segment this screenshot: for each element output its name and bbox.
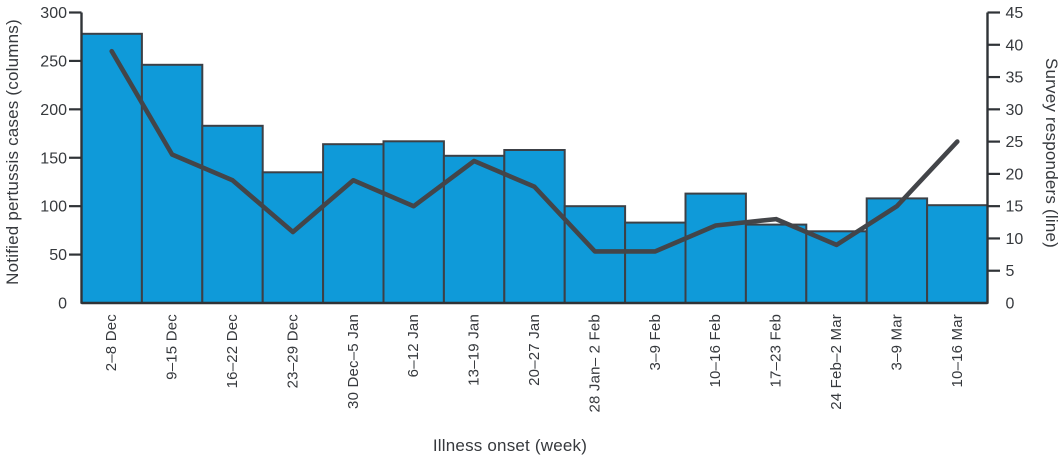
x-tick-label: 6–12 Jan xyxy=(405,314,422,377)
bar xyxy=(442,154,506,304)
right-axis-tick-label: 10 xyxy=(1006,231,1024,248)
x-tick-label: 30 Dec–5 Jan xyxy=(345,314,362,409)
right-axis-tick-label: 45 xyxy=(1006,5,1024,22)
x-tick-label: 16–22 Dec xyxy=(224,314,241,389)
x-tick-label: 10–16 Mar xyxy=(949,314,966,388)
x-tick-label: 13–19 Jan xyxy=(466,314,483,386)
x-tick-label: 28 Jan– 2 Feb xyxy=(586,314,603,413)
left-axis-tick-label: 100 xyxy=(40,199,67,216)
bar xyxy=(865,197,929,304)
left-axis-tick-label: 50 xyxy=(49,247,67,264)
bar xyxy=(80,32,143,305)
x-tick-label: 23–29 Dec xyxy=(284,314,301,389)
bar xyxy=(382,140,445,304)
x-axis-title: Illness onset (week) xyxy=(432,436,588,455)
x-tick-label: 24 Feb–2 Mar xyxy=(828,314,845,410)
right-axis-tick-label: 15 xyxy=(1006,199,1024,216)
bar xyxy=(624,221,687,305)
bar xyxy=(503,149,566,304)
right-axis-tick-label: 0 xyxy=(1006,296,1015,313)
bar xyxy=(926,204,989,304)
right-axis-title: Survey responders (line) xyxy=(1042,58,1061,248)
x-tick-label: 2–8 Dec xyxy=(103,314,120,372)
bar xyxy=(201,124,264,304)
bar xyxy=(140,63,204,304)
x-tick-label: 9–15 Dec xyxy=(164,314,181,380)
x-tick-label: 10–16 Feb xyxy=(707,314,724,388)
x-tick-label: 3–9 Feb xyxy=(647,314,664,370)
bar xyxy=(563,205,627,304)
left-axis-tick-label: 200 xyxy=(40,102,67,119)
left-axis-tick-label: 0 xyxy=(58,296,67,313)
right-axis-tick-label: 35 xyxy=(1006,70,1024,87)
right-axis-tick-label: 40 xyxy=(1006,37,1024,54)
bar xyxy=(805,230,868,304)
left-axis-tick-label: 150 xyxy=(40,150,67,167)
x-tick-label: 3–9 Mar xyxy=(888,314,905,370)
x-tick-label: 17–23 Feb xyxy=(768,314,785,388)
left-axis-tick-label: 250 xyxy=(40,53,67,70)
right-axis-tick-label: 25 xyxy=(1006,134,1024,151)
trend-line xyxy=(109,48,960,254)
bar xyxy=(322,143,385,304)
right-axis-tick-label: 30 xyxy=(1006,102,1024,119)
x-tick-label: 20–27 Jan xyxy=(526,314,543,386)
left-axis-title: Notified pertussis cases (columns) xyxy=(3,19,22,285)
bar xyxy=(261,171,325,304)
bar xyxy=(744,223,808,305)
bar xyxy=(684,192,747,305)
left-axis-tick-label: 300 xyxy=(40,5,67,22)
right-axis-tick-label: 20 xyxy=(1006,166,1024,183)
right-axis-tick-label: 5 xyxy=(1006,263,1015,280)
